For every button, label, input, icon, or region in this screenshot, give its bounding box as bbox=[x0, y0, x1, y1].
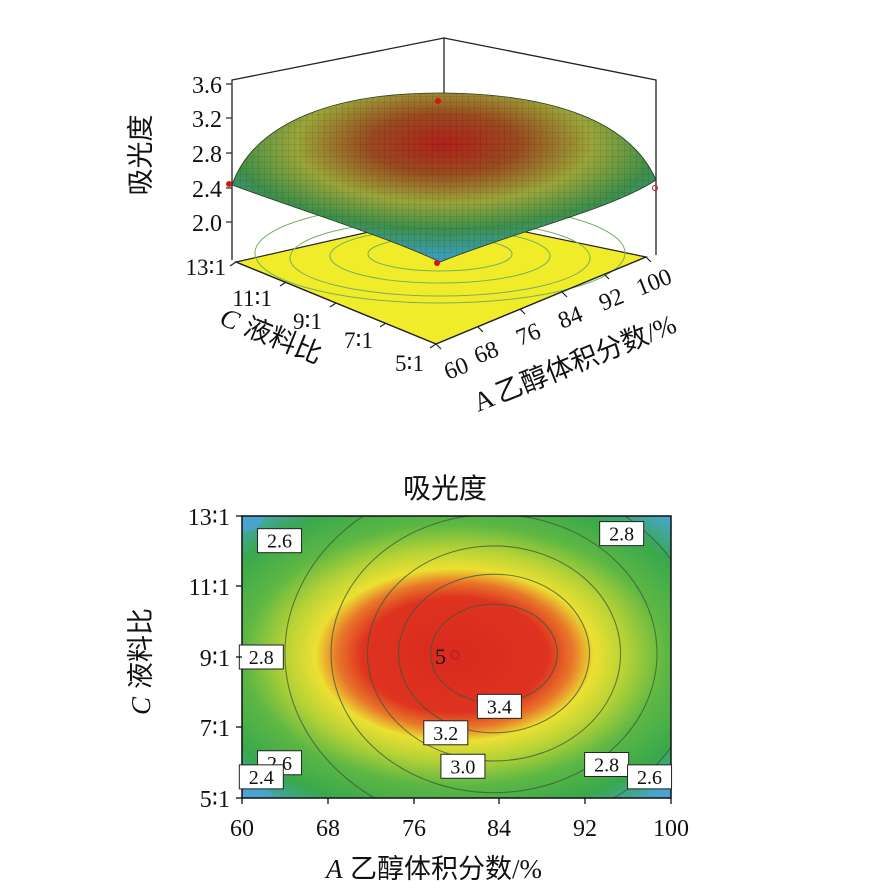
contour-y-tick: 13∶1 bbox=[188, 505, 230, 531]
center-point bbox=[450, 650, 460, 660]
c-tick-label: 7∶1 bbox=[344, 328, 373, 353]
center-point-label: 5 bbox=[435, 644, 446, 669]
contour-x-tick: 84 bbox=[487, 816, 511, 842]
contour-line bbox=[284, 516, 671, 798]
svg-text:乙醇体积分数/%: 乙醇体积分数/% bbox=[350, 854, 542, 884]
svg-text:C: C bbox=[126, 696, 156, 715]
a-tick-label: 84 bbox=[555, 301, 587, 334]
contour-plot: 吸光度 2.6 2.82.83.43.22.6 3.0 2.82.4 2.6 5 13∶… bbox=[126, 473, 689, 884]
design-point bbox=[652, 185, 658, 191]
z-tick-label: 3.6 bbox=[192, 73, 222, 99]
z-tick-label: 2.0 bbox=[192, 211, 222, 237]
contour-label-box bbox=[440, 753, 486, 779]
z-tick-label: 2.4 bbox=[192, 177, 222, 203]
c-tick-label: 13∶1 bbox=[186, 255, 227, 280]
contour-label: 2.8 bbox=[609, 524, 634, 546]
contour-x-tick: 92 bbox=[573, 816, 597, 842]
z-tick-label: 2.8 bbox=[192, 142, 222, 168]
contour-label: 3.0 bbox=[450, 756, 475, 778]
svg-text:液料比: 液料比 bbox=[126, 608, 156, 689]
contour-x-tick: 76 bbox=[402, 816, 426, 842]
contour-label-box bbox=[423, 720, 469, 746]
contour-label: 2.8 bbox=[594, 755, 619, 777]
a-tick-label: 76 bbox=[513, 318, 545, 351]
a-tick-label: 92 bbox=[596, 283, 628, 316]
svg-text:A: A bbox=[324, 854, 343, 884]
contour-x-tick: 60 bbox=[230, 816, 254, 842]
design-point bbox=[226, 181, 232, 187]
contour-label: 2.8 bbox=[249, 647, 274, 669]
contour-label-box bbox=[599, 521, 645, 547]
svg-text:C: C bbox=[216, 302, 245, 337]
contour-label: 2.4 bbox=[249, 767, 274, 789]
contour-line bbox=[398, 573, 591, 734]
z-axis-label: 吸光度 bbox=[126, 115, 156, 196]
c-tick-label: 5∶1 bbox=[395, 351, 424, 376]
contour-label-box bbox=[627, 764, 673, 790]
contour-lines bbox=[284, 516, 671, 798]
z-axis bbox=[226, 83, 232, 223]
contour-label-box bbox=[238, 764, 284, 790]
a-tick-label: 60 bbox=[441, 352, 473, 385]
contour-line bbox=[366, 545, 622, 762]
design-point bbox=[434, 260, 440, 266]
contour-y-tick: 9∶1 bbox=[200, 646, 230, 672]
design-point bbox=[435, 98, 441, 104]
contour-label-box bbox=[257, 528, 303, 554]
a-tick-label: 68 bbox=[471, 336, 503, 369]
contour-x-tick: 100 bbox=[653, 816, 689, 842]
contour-y-label: C 液料比 bbox=[126, 608, 156, 715]
contour-label-group: 2.6 2.82.83.43.22.6 3.0 2.82.4 2.6 bbox=[238, 521, 673, 790]
contour-label-box bbox=[238, 644, 284, 670]
contour-y-tick: 7∶1 bbox=[200, 716, 230, 742]
a-axis-line bbox=[435, 256, 647, 345]
contour-line bbox=[330, 516, 658, 794]
c-tick-label: 9∶1 bbox=[293, 309, 322, 334]
contour-label: 2.6 bbox=[637, 767, 662, 789]
contour-title: 吸光度 bbox=[403, 473, 487, 505]
z-tick-label: 3.2 bbox=[192, 107, 222, 133]
contour-y-tick: 11∶1 bbox=[189, 575, 230, 601]
surface-right-wall bbox=[443, 37, 657, 255]
contour-x-tick: 68 bbox=[316, 816, 340, 842]
contour-label-box bbox=[476, 693, 522, 719]
contour-field bbox=[242, 516, 671, 798]
contour-x-label: A 乙醇体积分数/% bbox=[324, 854, 542, 884]
contour-y-tick: 5∶1 bbox=[200, 787, 230, 813]
contour-label: 3.2 bbox=[433, 723, 458, 745]
surface-plot: 3.6 3.2 2.8 2.4 2.0 吸光度 13∶1 11∶1 9∶1 7∶… bbox=[126, 37, 681, 418]
contour-label: 2.6 bbox=[267, 531, 292, 553]
c-tick-label: 11∶1 bbox=[232, 286, 272, 311]
contour-label: 3.4 bbox=[487, 696, 512, 718]
a-tick-label: 100 bbox=[633, 264, 676, 302]
